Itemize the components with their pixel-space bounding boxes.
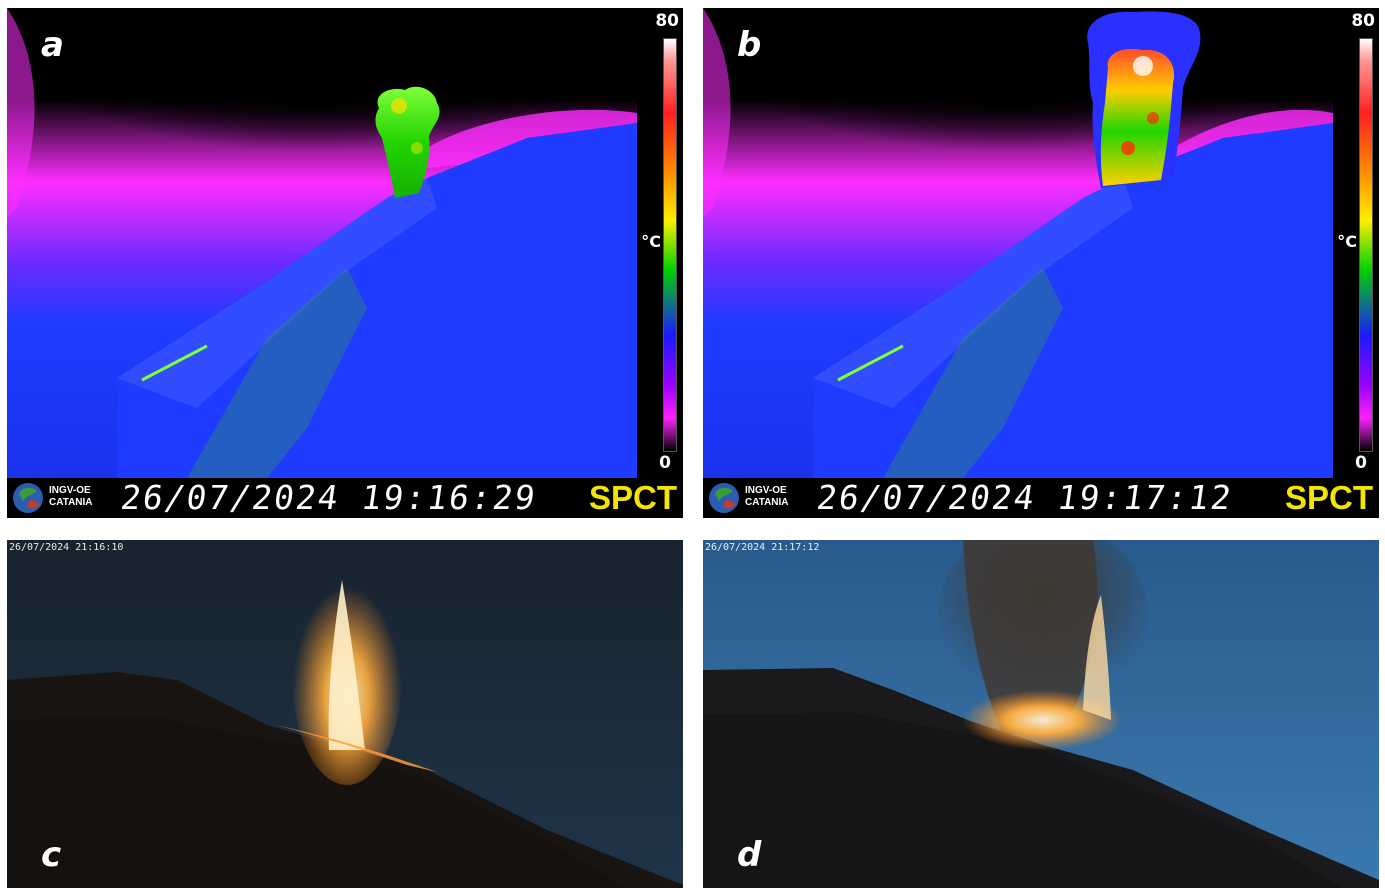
temperature-colorbar [1359, 38, 1373, 452]
visible-image-c [7, 540, 683, 888]
organization-line-1: INGV-OE [49, 485, 91, 496]
ingv-globe-logo-icon [13, 483, 43, 513]
info-bar: INGV-OE CATANIA 26/07/2024 19:17:12 SPCT [703, 478, 1379, 518]
temperature-colorbar [663, 38, 677, 452]
panel-letter: b [737, 25, 762, 65]
organization-label: INGV-OE CATANIA [49, 485, 93, 509]
info-bar: INGV-OE CATANIA 26/07/2024 19:16:29 SPCT [7, 478, 683, 518]
organization-line-2: CATANIA [745, 497, 789, 508]
station-code: SPCT [1284, 479, 1373, 516]
organization-label: INGV-OE CATANIA [745, 485, 789, 509]
thermal-panel-b: 80 °C 0 b INGV-OE CATANIA 26/07/2024 19:… [703, 8, 1379, 518]
scale-unit-label: °C [641, 232, 661, 251]
scale-max-label: 80 [1351, 11, 1375, 31]
camera-timestamp: 26/07/2024 21:17:12 [705, 542, 820, 553]
scale-min-label: 0 [1355, 453, 1367, 473]
thermal-image-a [7, 8, 683, 518]
thermal-image-b [703, 8, 1379, 518]
station-code: SPCT [588, 479, 677, 516]
organization-line-1: INGV-OE [745, 485, 787, 496]
timestamp-label: 26/07/2024 19:16:29 [118, 478, 540, 517]
panel-letter: c [41, 835, 62, 875]
scale-max-label: 80 [655, 11, 679, 31]
thermal-panel-a: 80 °C 0 a INGV-OE CATANIA 26/07/2024 19:… [7, 8, 683, 518]
visible-panel-c: 26/07/2024 21:16:10 c [7, 540, 683, 888]
scale-unit-label: °C [1337, 232, 1357, 251]
panel-letter: a [41, 25, 64, 65]
visible-panel-d: 26/07/2024 21:17:12 d [703, 540, 1379, 888]
panel-letter: d [737, 835, 762, 875]
timestamp-label: 26/07/2024 19:17:12 [814, 478, 1236, 517]
organization-line-2: CATANIA [49, 497, 93, 508]
visible-image-d [703, 540, 1379, 888]
camera-timestamp: 26/07/2024 21:16:10 [9, 542, 124, 553]
scale-min-label: 0 [659, 453, 671, 473]
ingv-globe-logo-icon [709, 483, 739, 513]
